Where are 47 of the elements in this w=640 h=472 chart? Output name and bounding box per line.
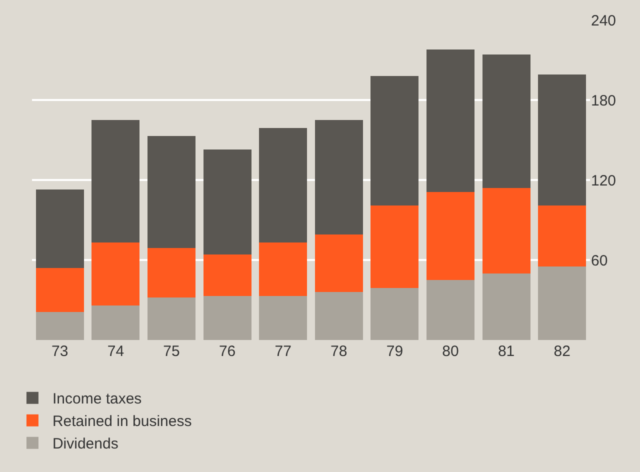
- bar: [426, 49, 474, 192]
- bar: [314, 292, 363, 340]
- bar: [314, 120, 363, 235]
- x-tick-label: 77: [274, 343, 292, 360]
- y-tick-label: 240: [591, 12, 616, 30]
- bar: [259, 128, 308, 243]
- bar: [482, 188, 530, 274]
- x-tick-label: 75: [163, 343, 180, 360]
- bar: [148, 136, 196, 248]
- bar: [538, 266, 586, 340]
- bar: [92, 305, 140, 340]
- bar: [259, 242, 308, 296]
- y-tick-label: 180: [591, 92, 616, 110]
- x-tick-label: 81: [498, 343, 515, 360]
- x-tick-label: 76: [218, 343, 236, 360]
- legend-label: Income taxes: [52, 390, 142, 408]
- bar: [148, 248, 196, 298]
- bar: [92, 242, 140, 306]
- x-tick-label: 82: [554, 343, 570, 360]
- legend-label: Retained in business: [52, 413, 192, 430]
- bar: [203, 254, 252, 296]
- bar: [92, 120, 140, 243]
- bar: [370, 76, 419, 206]
- x-tick-label: 74: [107, 343, 124, 360]
- legend-label: Dividends: [52, 436, 118, 453]
- bar: [203, 149, 252, 255]
- y-tick-label: 120: [591, 172, 616, 190]
- x-tick-label: 79: [386, 343, 404, 360]
- bar: [314, 234, 363, 292]
- x-tick-label: 73: [52, 343, 68, 360]
- bar: [426, 192, 474, 280]
- bar: [36, 189, 84, 268]
- x-tick-label: 78: [330, 343, 348, 360]
- bar: [370, 205, 419, 288]
- bar: [538, 74, 586, 206]
- x-tick-label: 80: [442, 343, 459, 360]
- bar: [259, 296, 308, 340]
- y-tick-label: 60: [591, 252, 608, 270]
- bar: [482, 54, 530, 188]
- bar: [370, 288, 419, 340]
- bar: [426, 280, 474, 340]
- bar: [203, 296, 252, 340]
- bar: [36, 268, 84, 312]
- bar: [36, 312, 84, 340]
- bar: [482, 273, 530, 340]
- bar: [538, 205, 586, 267]
- bar: [148, 297, 196, 340]
